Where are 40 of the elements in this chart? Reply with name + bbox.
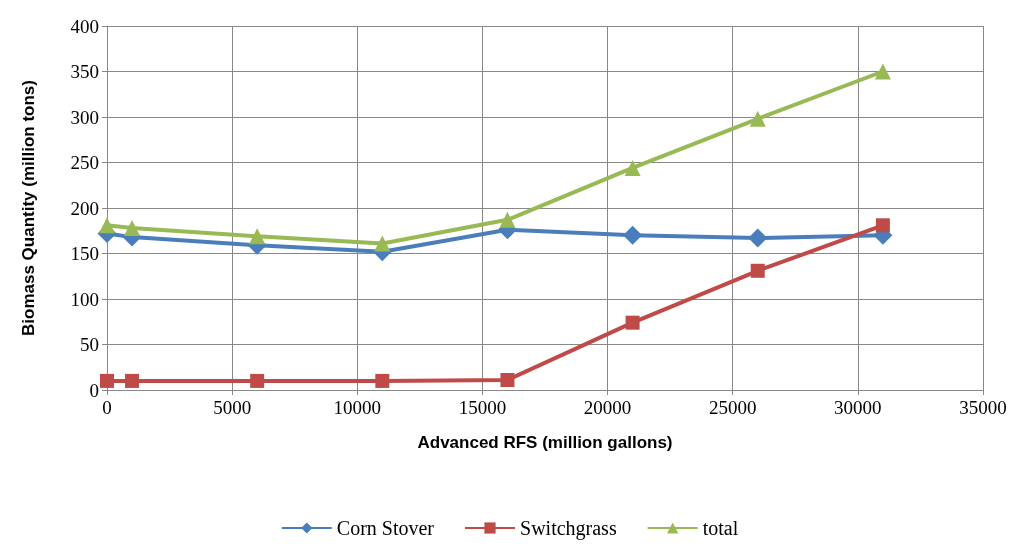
x-tick-label: 5000 bbox=[213, 397, 252, 418]
x-tick-label: 25000 bbox=[708, 397, 757, 418]
point bbox=[624, 159, 641, 176]
x-tick-label: 15000 bbox=[458, 397, 507, 418]
legend-label: Corn Stover bbox=[336, 517, 435, 539]
y-tick-label: 250 bbox=[70, 152, 99, 173]
y-tick-label: 300 bbox=[70, 106, 99, 128]
point bbox=[99, 217, 115, 234]
y-tick-label: 400 bbox=[70, 15, 99, 37]
point bbox=[623, 225, 643, 245]
y-tick-label: 150 bbox=[70, 243, 99, 264]
y-axis-title: Biomass Quantity (million tons) bbox=[19, 80, 38, 336]
y-tick-label: 100 bbox=[70, 288, 99, 310]
x-axis-title: Advanced RFS (million gallons) bbox=[417, 433, 673, 452]
y-tick-label: 200 bbox=[70, 197, 99, 219]
y-tick-label: 0 bbox=[89, 379, 99, 401]
point bbox=[750, 263, 765, 278]
point bbox=[625, 315, 640, 330]
point bbox=[124, 220, 141, 237]
point bbox=[375, 373, 390, 388]
point bbox=[100, 373, 114, 388]
point bbox=[499, 211, 516, 228]
point bbox=[250, 373, 265, 388]
y-tick-label: 50 bbox=[80, 334, 99, 355]
point bbox=[249, 228, 266, 245]
x-tick-label: 10000 bbox=[333, 397, 382, 418]
point bbox=[125, 373, 140, 388]
point bbox=[874, 63, 891, 80]
x-tick-label: 30000 bbox=[834, 397, 882, 418]
y-tick-label: 350 bbox=[70, 61, 99, 82]
x-tick-label: 0 bbox=[102, 397, 112, 418]
point bbox=[749, 110, 766, 127]
x-tick-label: 35000 bbox=[959, 397, 1007, 418]
point bbox=[500, 372, 515, 387]
point bbox=[748, 228, 768, 248]
x-tick-label: 20000 bbox=[583, 397, 632, 418]
point bbox=[374, 235, 391, 252]
legend-label: Switchgrass bbox=[520, 517, 617, 540]
legend-label: total bbox=[702, 517, 739, 539]
point bbox=[875, 218, 890, 233]
